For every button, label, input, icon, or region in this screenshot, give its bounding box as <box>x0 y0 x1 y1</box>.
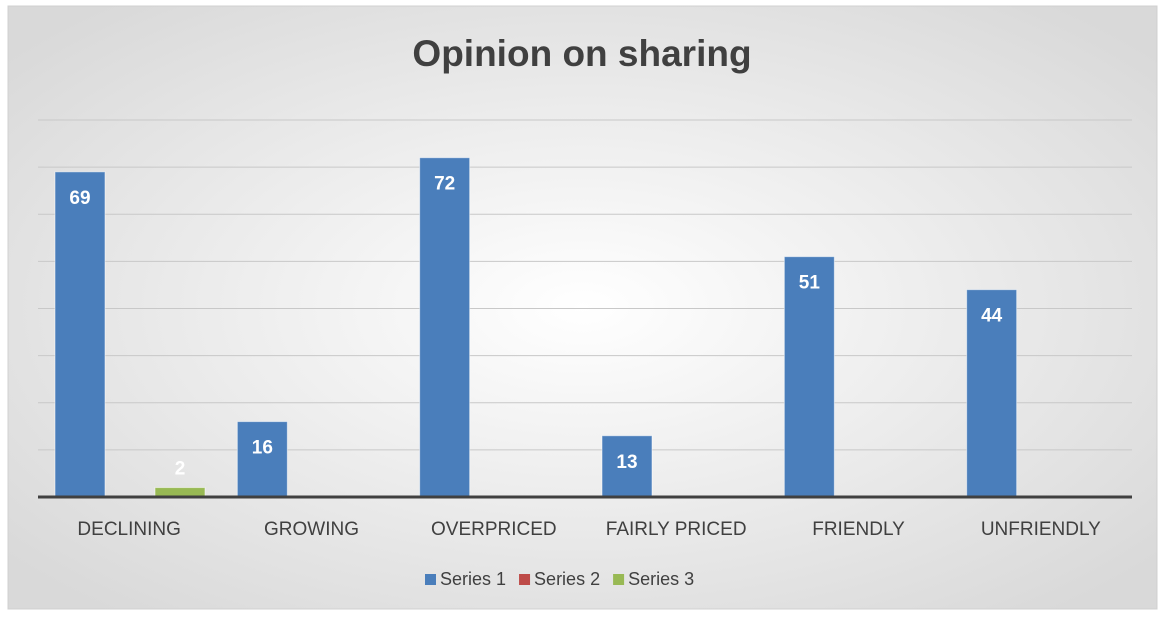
legend-label: Series 1 <box>440 569 506 589</box>
bar <box>236 421 288 498</box>
x-tick-label: DECLINING <box>77 519 180 540</box>
data-label: 2 <box>175 459 186 480</box>
chart-background <box>7 5 1158 610</box>
bar <box>54 171 106 498</box>
legend-label: Series 2 <box>534 569 600 589</box>
legend-swatch <box>519 574 531 585</box>
bar <box>783 256 835 498</box>
legend-swatch <box>613 574 625 585</box>
data-label: 51 <box>799 273 821 294</box>
x-tick-label: FAIRLY PRICED <box>606 519 747 540</box>
legend-swatch <box>425 574 436 585</box>
x-tick-label: GROWING <box>264 519 359 540</box>
legend-label: Series 3 <box>628 569 694 589</box>
data-label: 44 <box>981 306 1003 327</box>
x-tick-label: UNFRIENDLY <box>981 519 1101 540</box>
data-label: 72 <box>434 174 455 195</box>
data-label: 13 <box>616 452 637 473</box>
data-label: 69 <box>69 188 90 209</box>
x-tick-label: OVERPRICED <box>431 519 557 540</box>
x-tick-label: FRIENDLY <box>812 519 905 540</box>
bar <box>419 157 471 498</box>
chart-title: Opinion on sharing <box>412 33 751 74</box>
bar <box>601 435 653 498</box>
bar <box>966 289 1018 498</box>
data-label: 16 <box>252 438 273 459</box>
